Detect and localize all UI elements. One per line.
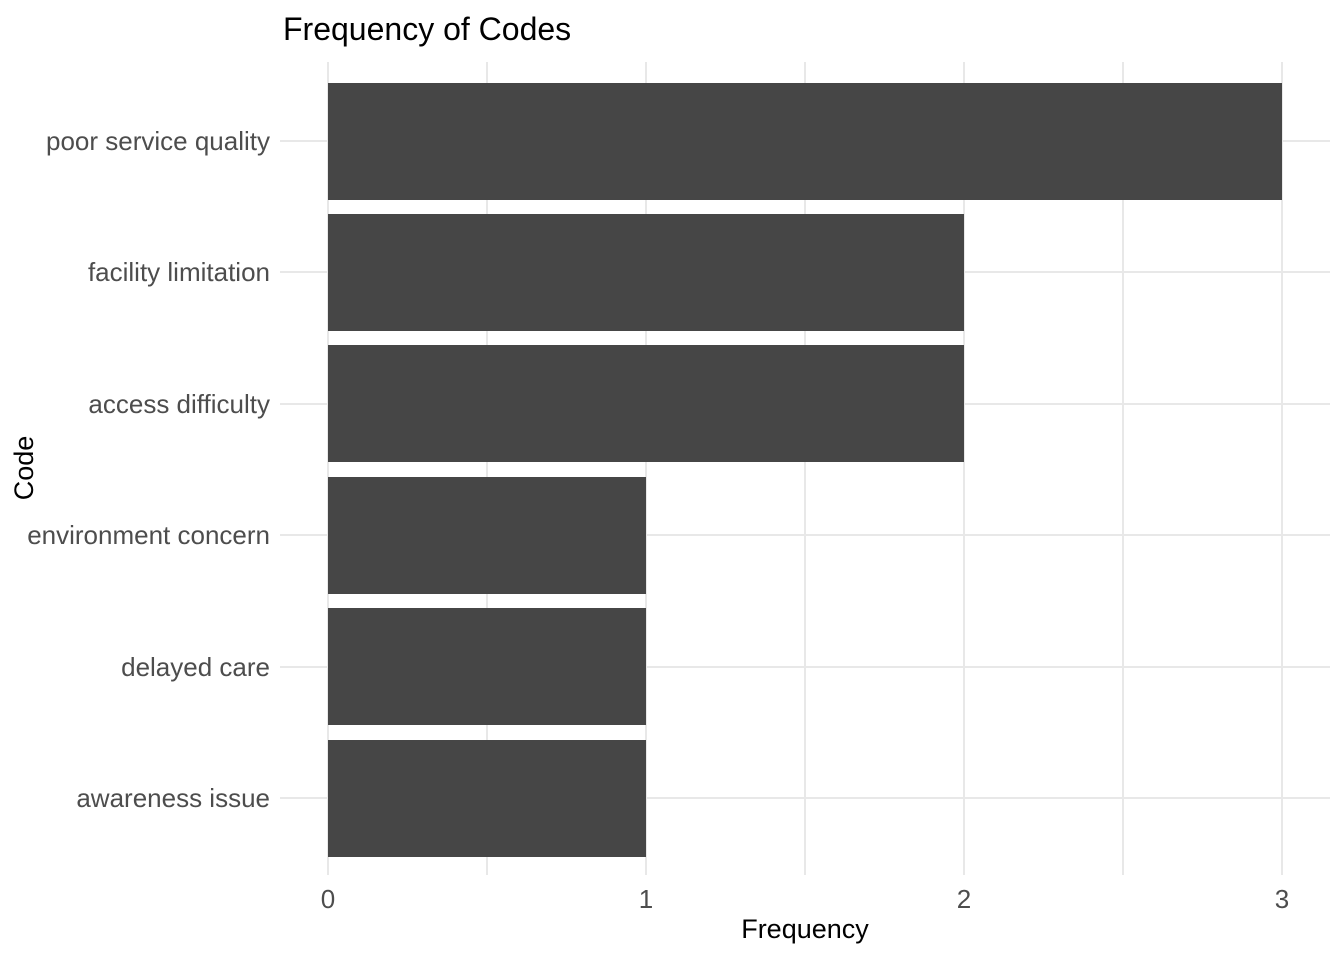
gridline-vertical-major [1281,62,1283,875]
bar-awareness-issue [328,739,646,857]
y-tick-label: awareness issue [76,783,270,813]
x-tick-label: 0 [320,884,336,914]
gridline-vertical-minor [1122,62,1124,875]
bar-facility-limitation [328,213,964,331]
x-axis-title: Frequency [741,914,869,944]
y-axis-title-text: Code [9,435,39,501]
x-tick-label: 2 [956,884,972,914]
gridline-vertical-minor [804,62,806,875]
gridline-vertical-major [645,62,647,875]
y-tick-label: facility limitation [87,257,270,288]
x-tick-label: 3 [1274,884,1290,914]
y-tick-label: environment concern [27,520,270,551]
gridline-vertical-major [327,62,329,875]
gridline-vertical-major [963,62,965,875]
y-tick-label: access difficulty [88,388,270,419]
chart-title: Frequency of Codes [283,11,572,47]
bar-poor-service-quality [328,82,1282,200]
y-tick-label: poor service quality [46,126,270,156]
gridline-vertical-minor [486,62,488,875]
x-tick-label: 1 [638,884,654,914]
bar-access-difficulty [328,345,964,463]
y-tick-label: delayed care [121,651,270,682]
plot-panel [280,62,1330,875]
bar-delayed-care [328,608,646,726]
bar-environment-concern [328,476,646,594]
